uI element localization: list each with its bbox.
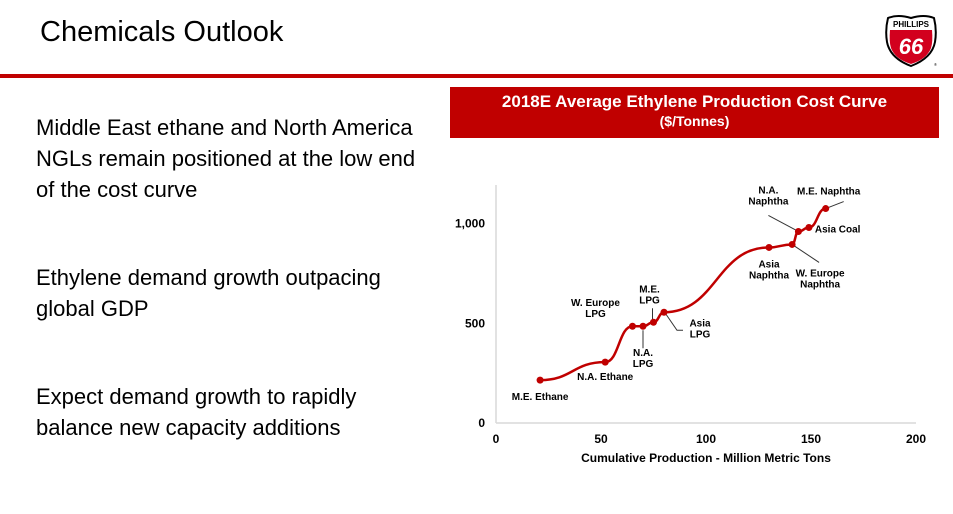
point-label: Asia Coal — [815, 224, 861, 235]
label-leader-line — [791, 244, 820, 263]
data-point — [660, 308, 668, 316]
data-point — [629, 322, 636, 330]
data-point — [788, 240, 796, 248]
data-point — [794, 227, 802, 235]
x-axis-title: Cumulative Production - Million Metric T… — [581, 451, 831, 465]
y-tick-label: 0 — [478, 416, 485, 430]
bullet-item: Middle East ethane and North America NGL… — [36, 115, 416, 202]
x-tick-label: 50 — [594, 432, 608, 446]
y-tick-label: 500 — [465, 316, 485, 330]
slide-title: Chemicals Outlook — [40, 16, 284, 48]
data-point — [639, 322, 647, 330]
chart-subtitle: ($/Tonnes) — [659, 113, 730, 129]
point-label: N.A. Naphtha — [748, 185, 788, 207]
logo-registered: ® — [934, 62, 937, 67]
cost-curve-line — [540, 207, 827, 382]
label-leader-line — [665, 313, 683, 331]
point-label: W. Europe Naphtha — [796, 268, 845, 290]
data-point — [805, 223, 813, 231]
chart-header: 2018E Average Ethylene Production Cost C… — [450, 87, 939, 138]
x-tick-label: 0 — [493, 432, 500, 446]
logo-top-text: PHILLIPS — [893, 20, 930, 29]
data-point — [536, 376, 544, 384]
bullet-list: Middle East ethane and North America NGL… — [36, 112, 436, 500]
data-point — [601, 358, 609, 366]
cost-curve-chart: 0 500 1,000 0 50 100 150 200 M.E. Ethane N.A. E… — [455, 185, 926, 465]
point-label: M.E. LPG — [639, 284, 660, 306]
point-label: M.E. Ethane — [512, 392, 569, 403]
point-label: N.A. Ethane — [577, 372, 634, 383]
data-point — [765, 243, 773, 251]
point-label: M.E. Naphtha — [797, 187, 861, 198]
shield-red-field — [889, 30, 933, 64]
point-label: Asia Naphtha — [749, 259, 789, 281]
x-tick-label: 200 — [906, 432, 926, 446]
data-point — [822, 205, 830, 213]
x-tick-label: 150 — [801, 432, 821, 446]
label-leader-line — [768, 215, 799, 232]
x-tick-label: 100 — [696, 432, 716, 446]
chart-title: 2018E Average Ethylene Production Cost C… — [501, 92, 888, 111]
data-point — [650, 318, 657, 326]
logo-number: 66 — [899, 34, 924, 59]
bullet-item: Ethylene demand growth outpacing global … — [36, 265, 381, 321]
point-label: N.A. LPG — [633, 348, 654, 370]
y-tick-label: 1,000 — [455, 217, 485, 231]
point-label: Asia LPG — [689, 318, 711, 340]
point-label: W. Europe LPG — [571, 298, 620, 320]
title-divider — [0, 74, 953, 78]
phillips-66-logo: PHILLIPS 66 ® — [885, 15, 937, 68]
bullet-item: Expect demand growth to rapidly balance … — [36, 384, 357, 440]
